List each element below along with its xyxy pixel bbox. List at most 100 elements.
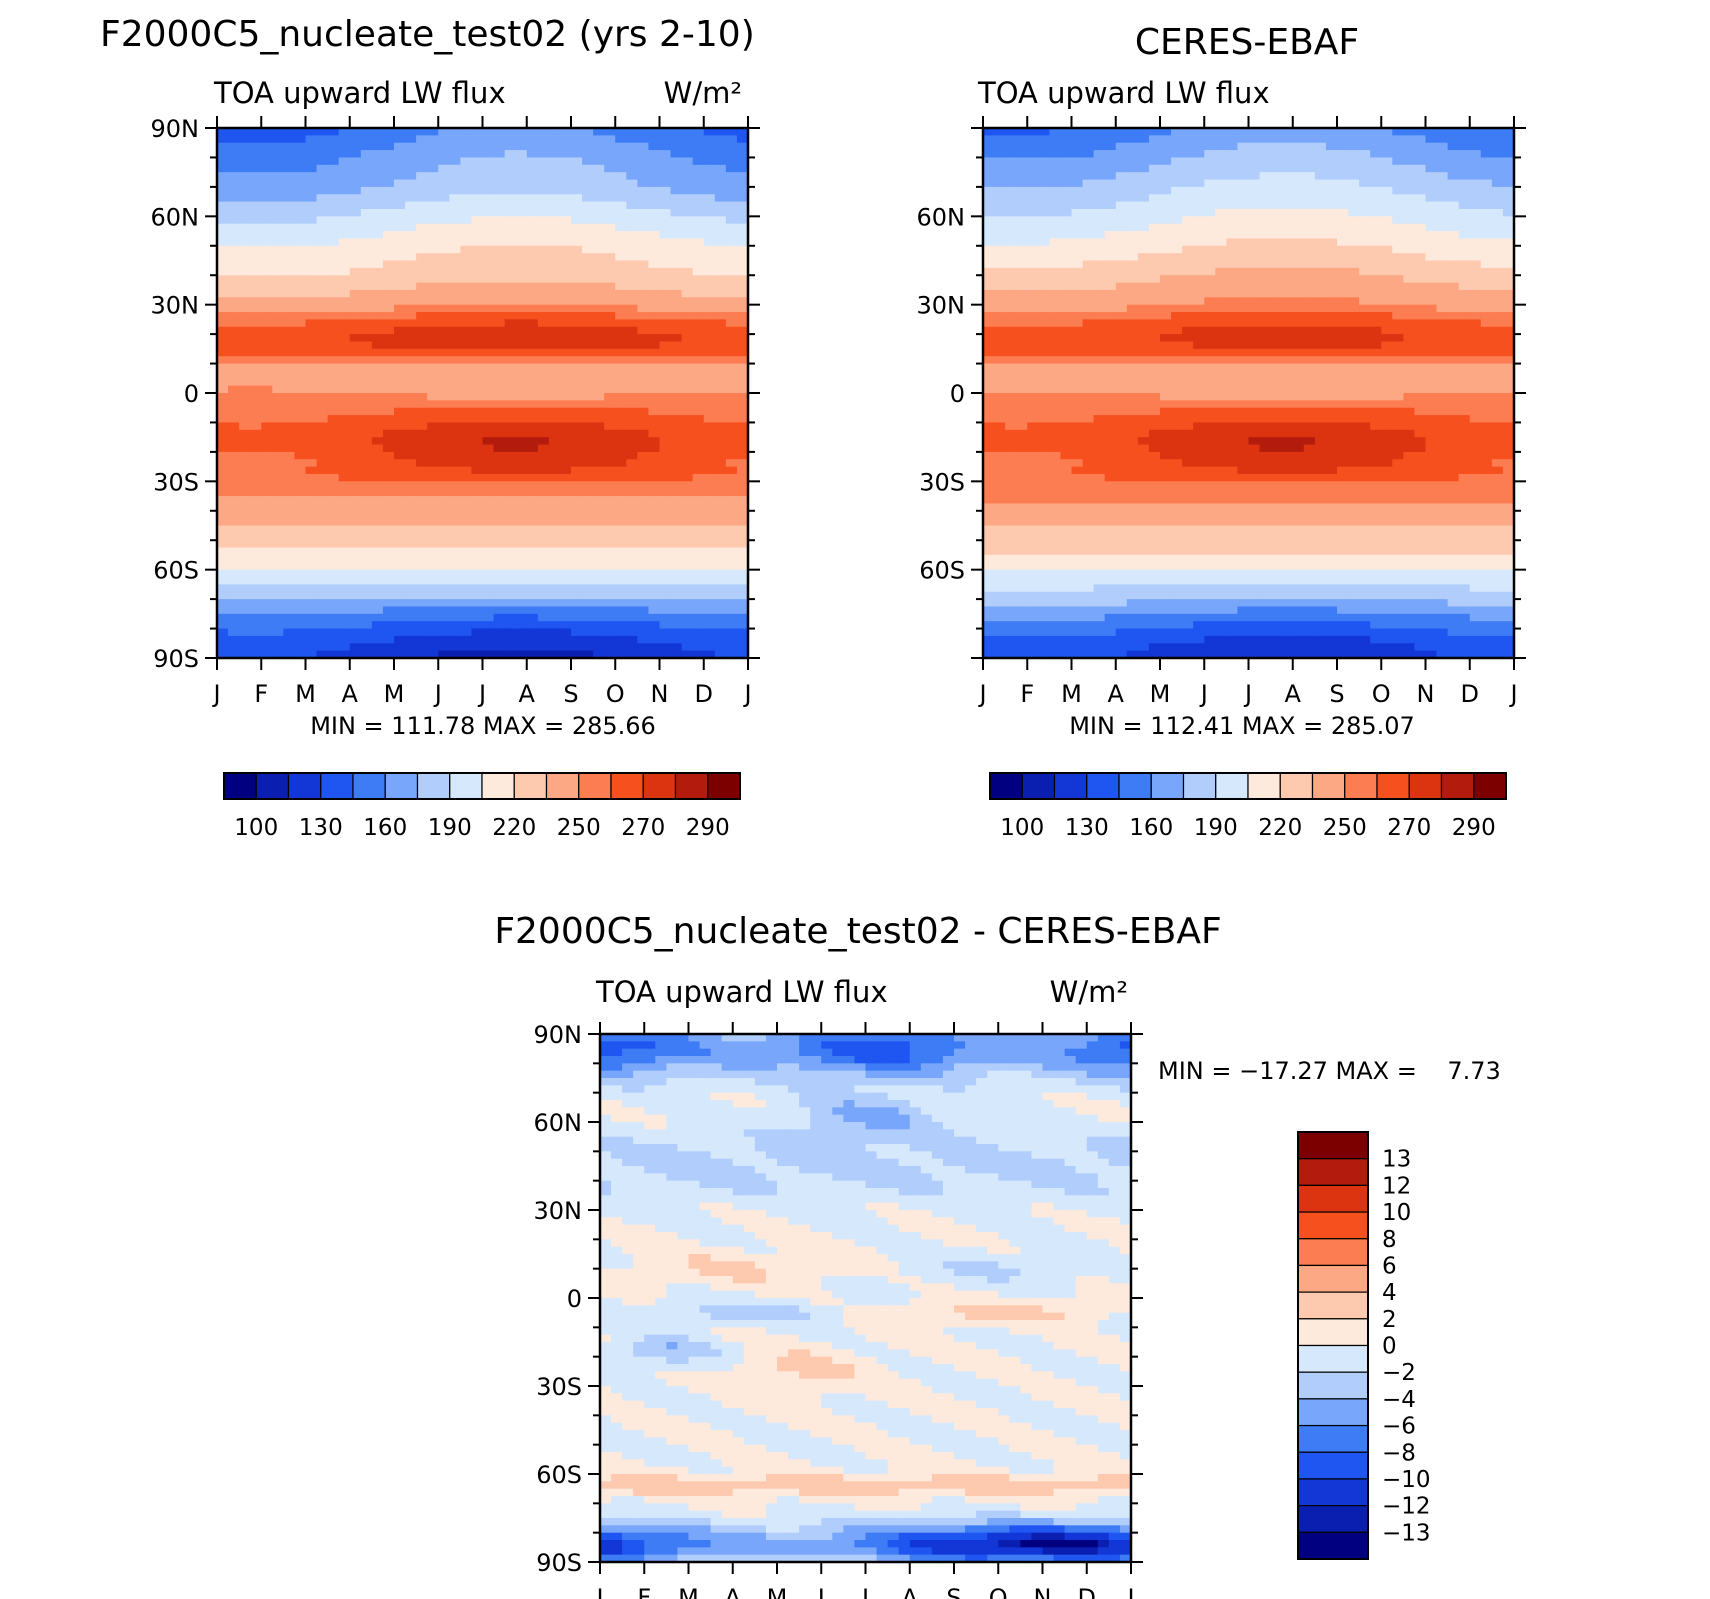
panel3-ytick-label: 0 xyxy=(567,1285,582,1313)
panel1-colorbar-swatch xyxy=(513,772,548,800)
panel1-colorbar-label: 220 xyxy=(492,815,536,841)
panel3-colorbar-swatch xyxy=(1297,1398,1369,1427)
panel2-colorbar-swatch xyxy=(1118,772,1152,800)
panel2-colorbar-label: 130 xyxy=(1065,815,1109,841)
panel1-ytick-label: 60N xyxy=(151,203,200,231)
panel2-xtick-label: M xyxy=(1150,680,1171,708)
panel2-xtick-label: J xyxy=(977,680,986,708)
panel2-xtick-label: M xyxy=(1061,680,1082,708)
panel2-colorbar-swatch xyxy=(1021,772,1056,800)
panel1-colorbar-label: 190 xyxy=(428,815,472,841)
panel2-xtick-label: D xyxy=(1461,680,1479,708)
panel3-colorbar-swatch xyxy=(1297,1371,1369,1400)
panel3-ytick-label: 90S xyxy=(536,1549,582,1577)
panel1-xtick-label: A xyxy=(519,680,536,708)
panel2-colorbar-label: 290 xyxy=(1452,815,1496,841)
panel2-colorbar-label: 100 xyxy=(1000,815,1044,841)
panel3-colorbar-label: 0 xyxy=(1382,1334,1397,1360)
panel2-xtick-label: F xyxy=(1020,680,1034,708)
panel3-xtick-label: M xyxy=(767,1584,788,1599)
panel2-colorbar-label: 270 xyxy=(1387,815,1431,841)
panel1-xtick-label: J xyxy=(433,680,442,708)
panel2-colorbar-swatch xyxy=(1247,772,1281,800)
panel2-colorbar: 100 130 160 190 220 250 270 290 xyxy=(989,772,1507,841)
panel3-colorbar-label: −13 xyxy=(1382,1520,1431,1546)
panel3-colorbar-label: 8 xyxy=(1382,1227,1397,1253)
panel3-plot: J F M A M J J A S O N D J 90N 60N 30N 0 30S 60S 90S xyxy=(534,1021,1143,1599)
panel2-colorbar-swatch xyxy=(989,772,1023,800)
panel1-colorbar-label: 160 xyxy=(363,815,407,841)
panel1-colorbar-swatch xyxy=(481,772,515,800)
panel1-colorbar-swatch xyxy=(223,772,257,800)
panel1-units: W/m² xyxy=(664,76,742,110)
panel1-ytick-label: 0 xyxy=(184,380,199,408)
panel2-ytick-label: 60S xyxy=(919,557,965,585)
panel2-colorbar-swatch xyxy=(1408,772,1443,800)
panel3-xtick-label: A xyxy=(725,1584,742,1599)
panel1-xtick-label: S xyxy=(563,680,578,708)
panel2-ytick-label: 60N xyxy=(917,203,966,231)
panel1-colorbar-swatch xyxy=(255,772,290,800)
panel1-colorbar-swatch xyxy=(320,772,354,800)
panel3-colorbar-label: 6 xyxy=(1382,1253,1397,1279)
panel3-colorbar-swatch xyxy=(1297,1318,1369,1347)
panel3-xtick-label: M xyxy=(678,1584,699,1599)
panel2-stats: MIN = 112.41 MAX = 285.07 xyxy=(1069,712,1415,740)
panel2-colorbar-label: 190 xyxy=(1194,815,1238,841)
panel1-xtick-label: M xyxy=(295,680,316,708)
panel3-xtick-label: J xyxy=(860,1584,869,1599)
panel1-colorbar-swatch xyxy=(578,772,612,800)
panel2-colorbar-swatch xyxy=(1311,772,1346,800)
panel1-colorbar-swatch xyxy=(352,772,386,800)
panel3-ytick-label: 90N xyxy=(534,1021,583,1049)
panel3-colorbar-swatch xyxy=(1297,1131,1369,1160)
panel1-xtick-label: M xyxy=(384,680,405,708)
panel3-colorbar-swatch xyxy=(1297,1158,1369,1186)
panel3-units: W/m² xyxy=(1050,975,1128,1009)
panel3-stats: MIN = −17.27 MAX = 7.73 xyxy=(1158,1057,1501,1085)
panel2-colorbar-swatch xyxy=(1473,772,1507,800)
panel2-xtick-label: O xyxy=(1372,680,1391,708)
panel1-colorbar-label: 100 xyxy=(234,815,278,841)
panel3-xtick-label: S xyxy=(946,1584,961,1599)
panel3-colorbar-label: −8 xyxy=(1382,1440,1416,1466)
panel1-colorbar-label: 270 xyxy=(621,815,665,841)
panel1-colorbar-swatch xyxy=(287,772,322,800)
panel1-xtick-label: A xyxy=(342,680,359,708)
panel3-colorbar-label: −2 xyxy=(1382,1360,1416,1386)
panel1-colorbar-label: 250 xyxy=(557,815,601,841)
panel1-colorbar-swatch xyxy=(416,772,451,800)
panel1-xtick-label: J xyxy=(477,680,486,708)
panel1-colorbar-swatch xyxy=(610,772,644,800)
panel2-colorbar-swatch xyxy=(1150,772,1185,800)
panel2-xtick-label: J xyxy=(1243,680,1252,708)
panel1-subtitle: TOA upward LW flux xyxy=(213,76,506,110)
panel1-colorbar-swatch xyxy=(545,772,580,800)
panel1-ytick-label: 30S xyxy=(153,468,199,496)
panel2-ytick-label: 0 xyxy=(950,380,965,408)
panel3-colorbar-swatch xyxy=(1297,1238,1369,1267)
panel2-colorbar-swatch xyxy=(1440,772,1475,800)
panel2-xtick-label: J xyxy=(1199,680,1208,708)
panel2-colorbar-swatch xyxy=(1053,772,1088,800)
panel1-ytick-label: 90N xyxy=(151,115,200,143)
panel3-colorbar-label: −4 xyxy=(1382,1387,1416,1413)
panel2-xtick-label: S xyxy=(1329,680,1344,708)
panel3-colorbar-swatch xyxy=(1297,1344,1369,1373)
panel1-colorbar-label: 130 xyxy=(299,815,343,841)
panel2-title: CERES-EBAF xyxy=(1135,22,1359,63)
panel3-colorbar-swatch xyxy=(1297,1184,1369,1213)
panel3-colorbar-label: −6 xyxy=(1382,1414,1416,1440)
panel3-colorbar-label: 4 xyxy=(1382,1280,1397,1306)
panel2-colorbar-swatch xyxy=(1182,772,1217,800)
panel3-title: F2000C5_nucleate_test02 - CERES-EBAF xyxy=(494,911,1221,952)
panel3-colorbar-label: 12 xyxy=(1382,1173,1411,1199)
panel1-xtick-label: J xyxy=(211,680,220,708)
panel3-xtick-label: O xyxy=(989,1584,1008,1599)
panel1-xtick-label: F xyxy=(254,680,268,708)
panel1-ytick-label: 60S xyxy=(153,557,199,585)
panel3-xtick-label: F xyxy=(637,1584,651,1599)
panel3-xtick-label: J xyxy=(816,1584,825,1599)
